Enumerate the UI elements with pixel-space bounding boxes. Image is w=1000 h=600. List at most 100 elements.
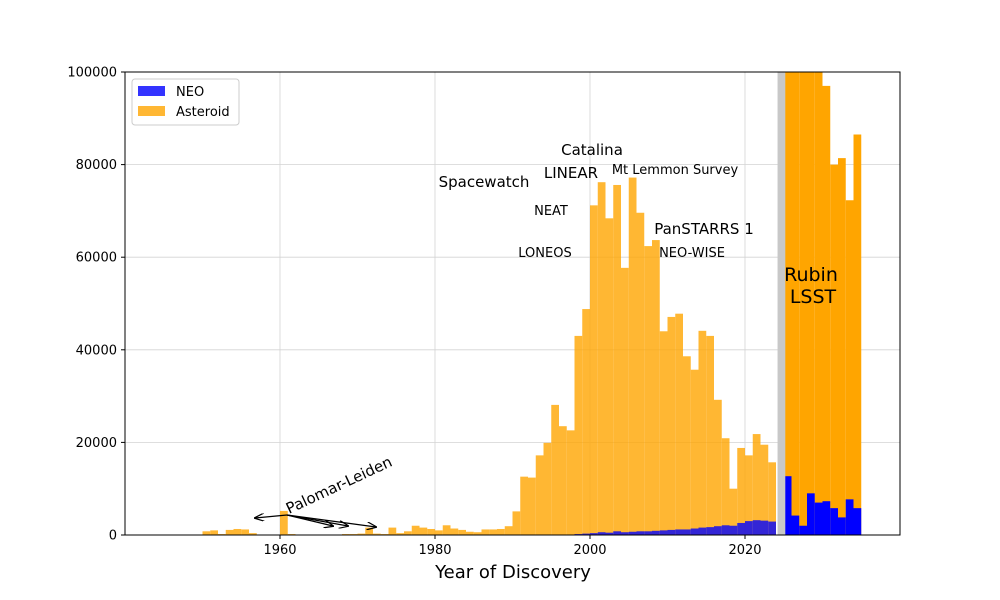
neo-bar-2004	[621, 532, 629, 535]
neo-bar-2032	[838, 517, 846, 535]
asteroid-bar-2013	[690, 369, 699, 535]
annotation-rubin: Rubin	[784, 264, 838, 286]
asteroid-bar-1984	[466, 531, 474, 535]
lsst-start-band	[777, 72, 786, 535]
palomar-leiden-arrows	[255, 515, 376, 527]
asteroid-bars	[202, 72, 862, 535]
asteroid-bar-1950	[202, 531, 211, 535]
asteroid-bar-2012	[683, 356, 691, 535]
asteroid-bar-1991	[520, 476, 528, 535]
y-tick-label: 100000	[67, 66, 117, 81]
x-tick-label: 2000	[573, 543, 606, 558]
asteroid-bar-2034	[853, 134, 862, 535]
annotation-loneos: LONEOS	[518, 246, 571, 261]
annotation-mt-lemmon: Mt Lemmon Survey	[612, 163, 739, 178]
neo-bar-2014	[698, 527, 707, 535]
neo-bar-2019	[737, 522, 745, 535]
asteroid-bar-2014	[698, 330, 707, 535]
asteroid-bar-1987	[489, 529, 497, 535]
asteroid-bar-1980	[435, 530, 443, 535]
neo-bar-2015	[706, 527, 714, 535]
asteroid-bar-1990	[512, 511, 521, 535]
asteroid-bar-1953	[225, 529, 234, 535]
asteroid-bar-2031	[830, 164, 838, 535]
neo-bar-2029	[814, 502, 823, 535]
neo-bar-2013	[690, 528, 699, 535]
asteroid-bar-2033	[845, 200, 854, 535]
asteroid-bar-1954	[233, 528, 242, 535]
asteroid-bar-1997	[566, 430, 575, 535]
legend-swatch-asteroid	[138, 106, 165, 116]
asteroid-bar-2002	[605, 218, 614, 535]
asteroid-bar-1993	[535, 455, 544, 535]
neo-bar-2006	[636, 531, 645, 535]
annotation-spacewatch: Spacewatch	[439, 173, 530, 191]
neo-bar-2002	[605, 532, 614, 535]
neo-bar-2031	[830, 508, 838, 535]
annotation-neat: NEAT	[534, 204, 568, 219]
y-tick-label: 40000	[76, 343, 117, 358]
annotation-catalina: Catalina	[561, 141, 623, 159]
asteroid-bar-2020	[745, 455, 753, 535]
legend: NEO Asteroid	[131, 78, 240, 126]
asteroid-bar-2026	[791, 72, 800, 535]
plot-frame	[124, 71, 901, 536]
neo-bar-2034	[853, 508, 862, 535]
y-tick-label: 20000	[76, 436, 117, 451]
asteroid-bar-2003	[613, 184, 621, 535]
asteroid-bar-1979	[427, 528, 435, 535]
asteroid-bar-2008	[652, 240, 660, 535]
legend-label-asteroid: Asteroid	[176, 105, 230, 120]
neo-bar-2003	[613, 531, 621, 535]
x-tick-label: 1980	[418, 543, 451, 558]
asteroid-bar-1970	[357, 533, 366, 535]
asteroid-bar-1983	[458, 529, 466, 535]
neo-bar-1999	[582, 533, 590, 535]
asteroid-bar-1960	[280, 510, 288, 535]
asteroid-bar-2029	[814, 72, 823, 535]
asteroid-bar-2019	[737, 447, 745, 535]
neo-bar-2021	[752, 520, 761, 535]
x-axis-label: Year of Discovery	[434, 562, 591, 583]
annotation-palomar-leiden: Palomar-Leiden	[283, 453, 395, 518]
asteroid-bar-2028	[807, 72, 815, 535]
arrow-1977	[286, 514, 376, 527]
asteroid-bar-2027	[799, 72, 807, 535]
asteroid-bar-2016	[714, 399, 722, 535]
asteroid-bar-2001	[597, 182, 606, 535]
neo-bar-2033	[845, 499, 854, 535]
asteroid-bar-2015	[706, 335, 714, 535]
asteroid-bar-1975	[396, 533, 404, 535]
neo-bar-2025	[783, 476, 792, 535]
asteroid-bar-1994	[543, 442, 552, 535]
y-axis-ticks: 0 20000 40000 60000 80000 100000	[67, 66, 125, 544]
neo-bar-2009	[659, 530, 668, 535]
asteroid-bar-1989	[504, 526, 513, 535]
legend-swatch-neo	[138, 86, 165, 96]
neo-bar-2022	[760, 520, 769, 535]
asteroid-bar-2022	[760, 444, 769, 535]
asteroid-bar-1951	[210, 530, 218, 535]
neo-bar-2016	[714, 526, 722, 535]
y-tick-label: 60000	[76, 251, 117, 266]
asteroid-bar-2025	[783, 72, 792, 535]
neo-bar-2030	[822, 501, 831, 535]
neo-bar-2000	[590, 533, 598, 535]
asteroid-bar-2017	[721, 438, 730, 535]
asteroid-bar-2005	[628, 177, 637, 535]
asteroid-bar-1985	[473, 532, 482, 535]
asteroid-bar-2011	[675, 313, 683, 535]
neo-bar-2028	[807, 493, 815, 535]
asteroid-bar-2030	[822, 85, 831, 535]
asteroid-bar-1971	[365, 527, 373, 535]
x-tick-label: 2020	[728, 543, 761, 558]
neo-bar-2018	[729, 525, 738, 535]
asteroid-bar-1982	[450, 528, 459, 535]
asteroid-bar-2018	[729, 488, 738, 535]
neo-bar-2017	[721, 525, 730, 535]
asteroid-bar-2032	[838, 158, 846, 535]
asteroid-bar-1995	[551, 404, 559, 535]
asteroid-bar-2000	[590, 205, 598, 535]
neo-bar-2005	[628, 531, 637, 535]
